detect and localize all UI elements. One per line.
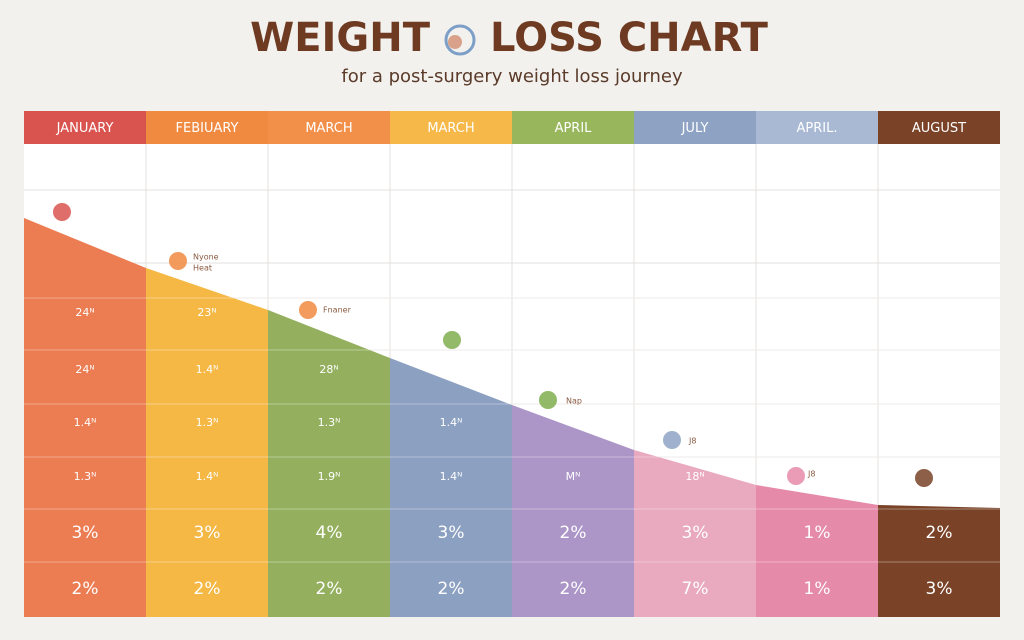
cell: 28ᴺ xyxy=(319,363,338,376)
cell: 1.3ᴺ xyxy=(74,470,97,483)
column-label: AUGUST xyxy=(912,121,966,136)
column-label: APRIL xyxy=(555,121,593,136)
cell: 1.4ᴺ xyxy=(74,416,97,429)
cell: 2% xyxy=(926,523,953,543)
cell: 1.4ᴺ xyxy=(196,363,219,376)
icon xyxy=(299,301,317,319)
column-label: MARCH xyxy=(305,121,352,136)
cell: 1.4ᴺ xyxy=(440,470,463,483)
title-icon xyxy=(444,24,476,56)
cell: 2% xyxy=(438,579,465,599)
column-label: FEBIUARY xyxy=(176,121,239,136)
cell: Mᴺ xyxy=(566,470,581,483)
column-label: MARCH xyxy=(427,121,474,136)
cell: 1.3ᴺ xyxy=(196,416,219,429)
column-fill xyxy=(878,505,1000,617)
cell: 1.3ᴺ xyxy=(318,416,341,429)
cell: 1% xyxy=(804,579,831,599)
cell: 24ᴺ xyxy=(75,306,94,319)
column-label: APRIL. xyxy=(797,121,838,136)
cell: 3% xyxy=(438,523,465,543)
annotation: Heat xyxy=(193,264,212,273)
cell: 1.4ᴺ xyxy=(440,416,463,429)
column-fill xyxy=(512,405,634,617)
annotation: Fnaner xyxy=(323,306,352,315)
column-fill xyxy=(756,485,878,617)
cell: 1% xyxy=(804,523,831,543)
column-fill xyxy=(634,450,756,617)
cell: 1.4ᴺ xyxy=(196,470,219,483)
icon xyxy=(539,391,557,409)
cell: 4% xyxy=(316,523,343,543)
cell: 2% xyxy=(560,523,587,543)
cell: 2% xyxy=(72,579,99,599)
cell: 3% xyxy=(194,523,221,543)
cell: 2% xyxy=(560,579,587,599)
column-fill xyxy=(268,310,390,617)
icon xyxy=(787,467,805,485)
column-header xyxy=(268,111,390,144)
annotation: J8 xyxy=(688,437,696,446)
cell: 3% xyxy=(682,523,709,543)
subtitle: for a post-surgery weight loss journey xyxy=(341,66,683,87)
table: JANUARY FEBIUARY MARCH MARCH APRIL JULY APRIL.… xyxy=(24,111,1000,617)
annotation: J8 xyxy=(807,470,815,479)
cell: 18ᴺ xyxy=(685,470,704,483)
column-header xyxy=(634,111,756,144)
column-header xyxy=(390,111,512,144)
cell: 3% xyxy=(72,523,99,543)
title-right: LOSS CHART xyxy=(490,15,769,61)
icon xyxy=(169,252,187,270)
annotation: Nyone xyxy=(193,253,219,262)
icon xyxy=(915,469,933,487)
column-label: JANUARY xyxy=(56,121,114,136)
title-left: WEIGHT xyxy=(250,15,431,61)
column-fill xyxy=(390,358,512,617)
cell: 2% xyxy=(194,579,221,599)
cell: 2% xyxy=(316,579,343,599)
column-fill xyxy=(24,218,146,617)
cell: 7% xyxy=(682,579,709,599)
cell: 1.9ᴺ xyxy=(318,470,341,483)
cell: 23ᴺ xyxy=(197,306,216,319)
column-fill xyxy=(146,268,268,617)
annotation: Nap xyxy=(566,397,582,406)
cell: 24ᴺ xyxy=(75,363,94,376)
column-header xyxy=(878,111,1000,144)
cell: 3% xyxy=(926,579,953,599)
icon xyxy=(443,331,461,349)
column-header xyxy=(756,111,878,144)
column-header xyxy=(24,111,146,144)
icon xyxy=(53,203,71,221)
column-label: JULY xyxy=(681,121,709,136)
column-header xyxy=(512,111,634,144)
icon xyxy=(663,431,681,449)
column-header xyxy=(146,111,268,144)
